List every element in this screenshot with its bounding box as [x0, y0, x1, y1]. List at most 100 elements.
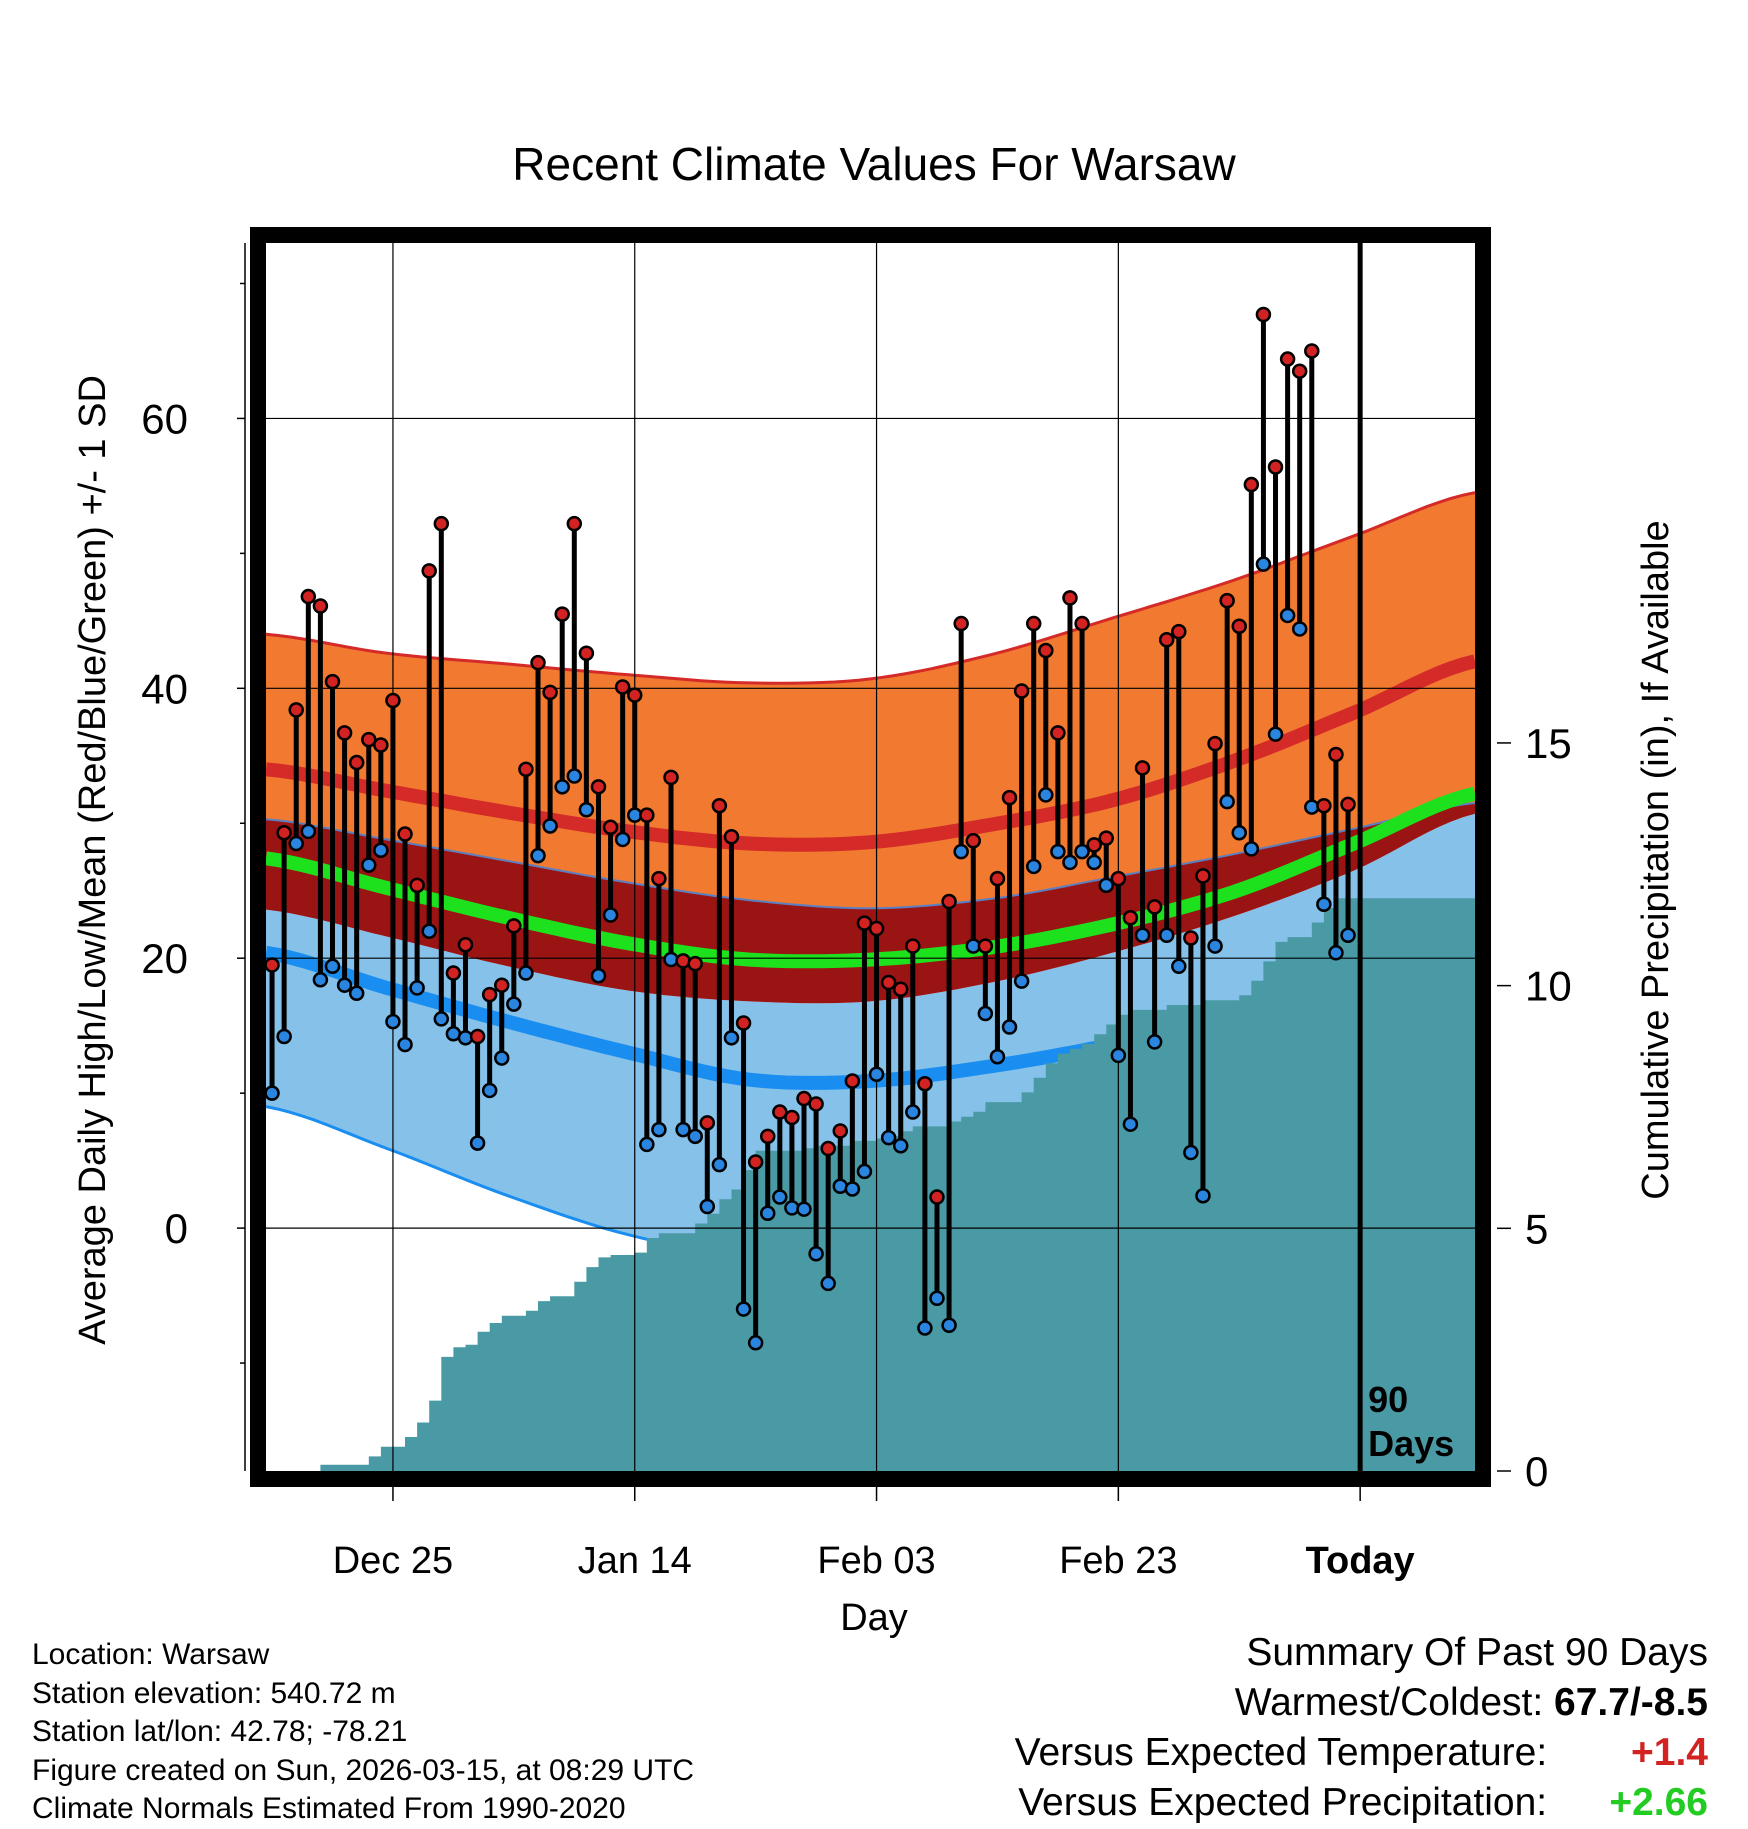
daily-low-point	[324, 958, 341, 975]
daily-high-point	[614, 679, 631, 695]
daily-high-point	[772, 1104, 788, 1120]
daily-low-point	[796, 1201, 812, 1217]
daily-low-point	[1038, 787, 1054, 803]
daily-low-point	[1207, 938, 1223, 954]
daily-low-point	[1328, 945, 1344, 961]
x-tick-label: Feb 03	[817, 1540, 935, 1582]
daily-high-point	[1025, 615, 1042, 632]
daily-high-point	[1207, 735, 1223, 752]
daily-high-point	[953, 615, 969, 632]
precip-tick-label: 10	[1525, 963, 1572, 1010]
daily-high-point	[880, 974, 897, 991]
daily-high-point	[542, 684, 558, 701]
daily-high-point	[651, 870, 667, 887]
daily-low-point	[639, 1136, 655, 1153]
daily-low-point	[518, 965, 534, 981]
daily-low-point	[759, 1205, 776, 1222]
daily-low-point	[1316, 896, 1332, 912]
daily-high-point	[300, 588, 317, 605]
daily-low-point	[929, 1290, 945, 1307]
daily-high-point	[1340, 796, 1356, 813]
daily-high-point	[1013, 683, 1030, 699]
daily-low-point	[409, 980, 425, 996]
daily-high-point	[796, 1090, 812, 1107]
daily-low-point	[1255, 556, 1272, 572]
daily-low-point	[1001, 1019, 1018, 1035]
daily-low-point	[336, 977, 353, 993]
daily-low-point	[953, 843, 969, 860]
daily-low-point	[1279, 607, 1296, 624]
daily-high-point	[457, 936, 474, 953]
daily-low-point	[1074, 843, 1090, 860]
y-tick-label: 20	[141, 935, 188, 982]
daily-high-point	[1158, 631, 1175, 648]
warmest-coldest-value: 67.7/-8.5	[1554, 1681, 1708, 1724]
daily-high-point	[917, 1075, 933, 1092]
daily-low-point	[1171, 958, 1187, 975]
daily-low-point	[1183, 1144, 1199, 1161]
daily-low-point	[481, 1082, 498, 1099]
high-sd-band	[266, 492, 1475, 909]
daily-high-point	[1122, 909, 1139, 926]
daily-high-point	[1219, 592, 1235, 609]
daily-high-point	[1074, 615, 1090, 632]
daily-high-point	[276, 824, 292, 841]
daily-high-point	[844, 1073, 861, 1089]
daily-high-point	[784, 1109, 800, 1126]
daily-low-point	[1195, 1187, 1211, 1204]
daily-high-point	[1304, 343, 1320, 359]
daily-low-point	[276, 1028, 292, 1045]
axes: 0 20 40 60 0 5 10 15 Dec 25 Jan 14 Feb 03 Feb 23 Tod…	[141, 227, 1572, 1582]
daily-high-point	[1243, 476, 1260, 493]
daily-low-point	[1291, 621, 1308, 637]
daily-high-point	[469, 1028, 486, 1045]
daily-low-point	[494, 1050, 510, 1066]
daily-low-point	[1098, 877, 1115, 894]
today-days-label: Days	[1368, 1423, 1454, 1464]
daily-low-point	[747, 1335, 764, 1351]
daily-high-point	[929, 1189, 945, 1205]
daily-high-point	[965, 833, 982, 849]
daily-low-point	[735, 1301, 752, 1317]
daily-high-point	[348, 754, 365, 771]
daily-high-point	[1171, 623, 1187, 640]
daily-high-point	[820, 1140, 836, 1157]
daily-high-point	[639, 807, 655, 823]
daily-high-point	[1146, 899, 1163, 915]
x-tick-label: Today	[1306, 1540, 1415, 1582]
daily-high-point	[554, 606, 570, 622]
y-axis-label-left: Average Daily High/Low/Mean (Red/Blue/Gr…	[72, 375, 114, 1345]
daily-low-point	[554, 779, 570, 795]
daily-low-point	[989, 1048, 1006, 1065]
daily-high-point	[892, 981, 909, 997]
daily-low-point	[675, 1121, 691, 1138]
daily-low-point	[832, 1178, 849, 1195]
daily-low-point	[590, 968, 607, 984]
daily-low-point	[506, 996, 522, 1012]
daily-high-point	[711, 797, 728, 814]
daily-high-point	[361, 731, 377, 748]
daily-low-point	[1110, 1047, 1127, 1064]
daily-high-point	[578, 645, 595, 661]
daily-low-point	[542, 818, 558, 834]
daily-high-point	[759, 1128, 776, 1145]
daily-low-point	[1267, 726, 1284, 742]
daily-low-point	[1086, 854, 1102, 871]
daily-low-point	[1340, 927, 1356, 944]
daily-high-point	[590, 779, 607, 795]
daily-high-point	[433, 515, 450, 532]
daily-low-point	[868, 1066, 885, 1083]
daily-low-point	[469, 1135, 486, 1151]
daily-high-point	[808, 1096, 824, 1112]
precip-anomaly-row: Versus Expected Precipitation: +2.66	[1015, 1778, 1708, 1828]
daily-low-point	[1158, 927, 1175, 944]
daily-high-point	[1001, 789, 1018, 806]
daily-low-point	[820, 1275, 836, 1292]
daily-high-point	[723, 829, 740, 845]
daily-low-point	[699, 1198, 716, 1215]
normal-mean-line	[266, 786, 1475, 969]
warmest-coldest-label: Warmest/Coldest:	[1234, 1681, 1544, 1724]
daily-low-point	[312, 972, 329, 988]
daily-high-point	[832, 1123, 849, 1139]
